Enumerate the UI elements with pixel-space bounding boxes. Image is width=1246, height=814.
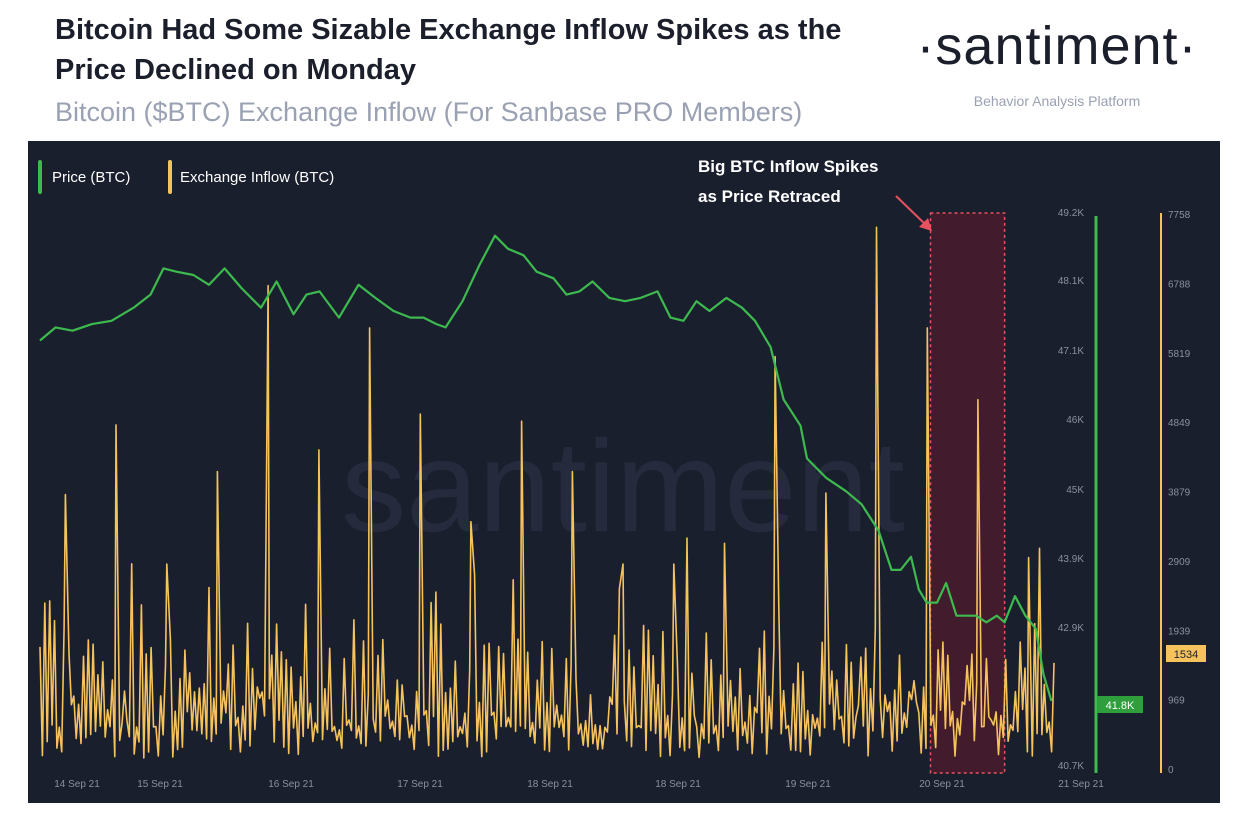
x-tick-label: 20 Sep 21 [919, 779, 965, 790]
x-tick-label: 15 Sep 21 [137, 779, 183, 790]
legend: Price (BTC) Exchange Inflow (BTC) [38, 160, 334, 194]
chart-subtitle: Bitcoin ($BTC) Exchange Inflow (For Sanb… [55, 97, 803, 127]
price-current-badge [1097, 696, 1143, 713]
watermark: santiment [341, 413, 905, 559]
chart-svg: santiment Price (BTC) Exchange Inflow (B… [38, 157, 1206, 790]
annotation-line-1: Big BTC Inflow Spikes [698, 157, 878, 176]
x-tick-label: 17 Sep 21 [397, 779, 443, 790]
legend-inflow-swatch [168, 160, 172, 194]
chart-panel: santiment Price (BTC) Exchange Inflow (B… [28, 141, 1220, 803]
x-tick-label: 19 Sep 21 [785, 779, 831, 790]
price-tick-label: 45K [1066, 485, 1084, 496]
legend-price-label: Price (BTC) [52, 169, 130, 186]
inflow-current-label: 1534 [1174, 649, 1198, 661]
santiment-logo: ·santiment· [916, 16, 1198, 76]
price-tick-label: 48.1K [1058, 276, 1084, 287]
inflow-tick-label: 969 [1168, 696, 1185, 707]
price-tick-label: 49.2K [1058, 208, 1084, 219]
legend-inflow-label: Exchange Inflow (BTC) [180, 169, 334, 186]
inflow-series [39, 226, 1055, 759]
x-tick-label: 18 Sep 21 [527, 779, 573, 790]
inflow-tick-label: 6788 [1168, 279, 1191, 290]
price-tick-label: 46K [1066, 415, 1084, 426]
inflow-axis-ticks: 7758 6788 5819 4849 3879 2909 1939 969 0 [1168, 210, 1191, 776]
brand-tagline: Behavior Analysis Platform [973, 93, 1141, 109]
annotation-line-2: as Price Retraced [698, 187, 841, 206]
inflow-tick-label: 3879 [1168, 488, 1191, 499]
price-tick-label: 40.7K [1058, 761, 1084, 772]
inflow-tick-label: 2909 [1168, 557, 1191, 568]
inflow-tick-label: 4849 [1168, 418, 1191, 429]
price-axis-ticks: 49.2K 48.1K 47.1K 46K 45K 43.9K 42.9K 40.7K [1058, 208, 1084, 772]
inflow-tick-label: 7758 [1168, 210, 1191, 221]
annotation-arrowhead [919, 218, 932, 231]
price-current-label: 41.8K [1106, 700, 1135, 712]
annotation: Big BTC Inflow Spikes as Price Retraced [698, 157, 932, 231]
inflow-tick-label: 5819 [1168, 349, 1191, 360]
x-tick-label: 21 Sep 21 [1058, 779, 1104, 790]
annotation-arrow [895, 195, 927, 226]
inflow-current-badge [1166, 645, 1206, 662]
x-tick-label: 18 Sep 21 [655, 779, 701, 790]
price-series [39, 234, 1053, 702]
price-tick-label: 42.9K [1058, 623, 1084, 634]
price-tick-label: 43.9K [1058, 554, 1084, 565]
chart-title: Bitcoin Had Some Sizable Exchange Inflow… [55, 14, 842, 86]
inflow-line [39, 226, 1055, 759]
legend-price-swatch [38, 160, 42, 194]
inflow-tick-label: 0 [1168, 765, 1174, 776]
x-tick-label: 14 Sep 21 [54, 779, 100, 790]
x-axis-ticks: 14 Sep 21 15 Sep 21 16 Sep 21 17 Sep 21 18 S… [54, 779, 1104, 790]
x-tick-label: 16 Sep 21 [268, 779, 314, 790]
price-tick-label: 47.1K [1058, 346, 1084, 357]
price-line [39, 234, 1053, 702]
inflow-tick-label: 1939 [1168, 626, 1191, 637]
